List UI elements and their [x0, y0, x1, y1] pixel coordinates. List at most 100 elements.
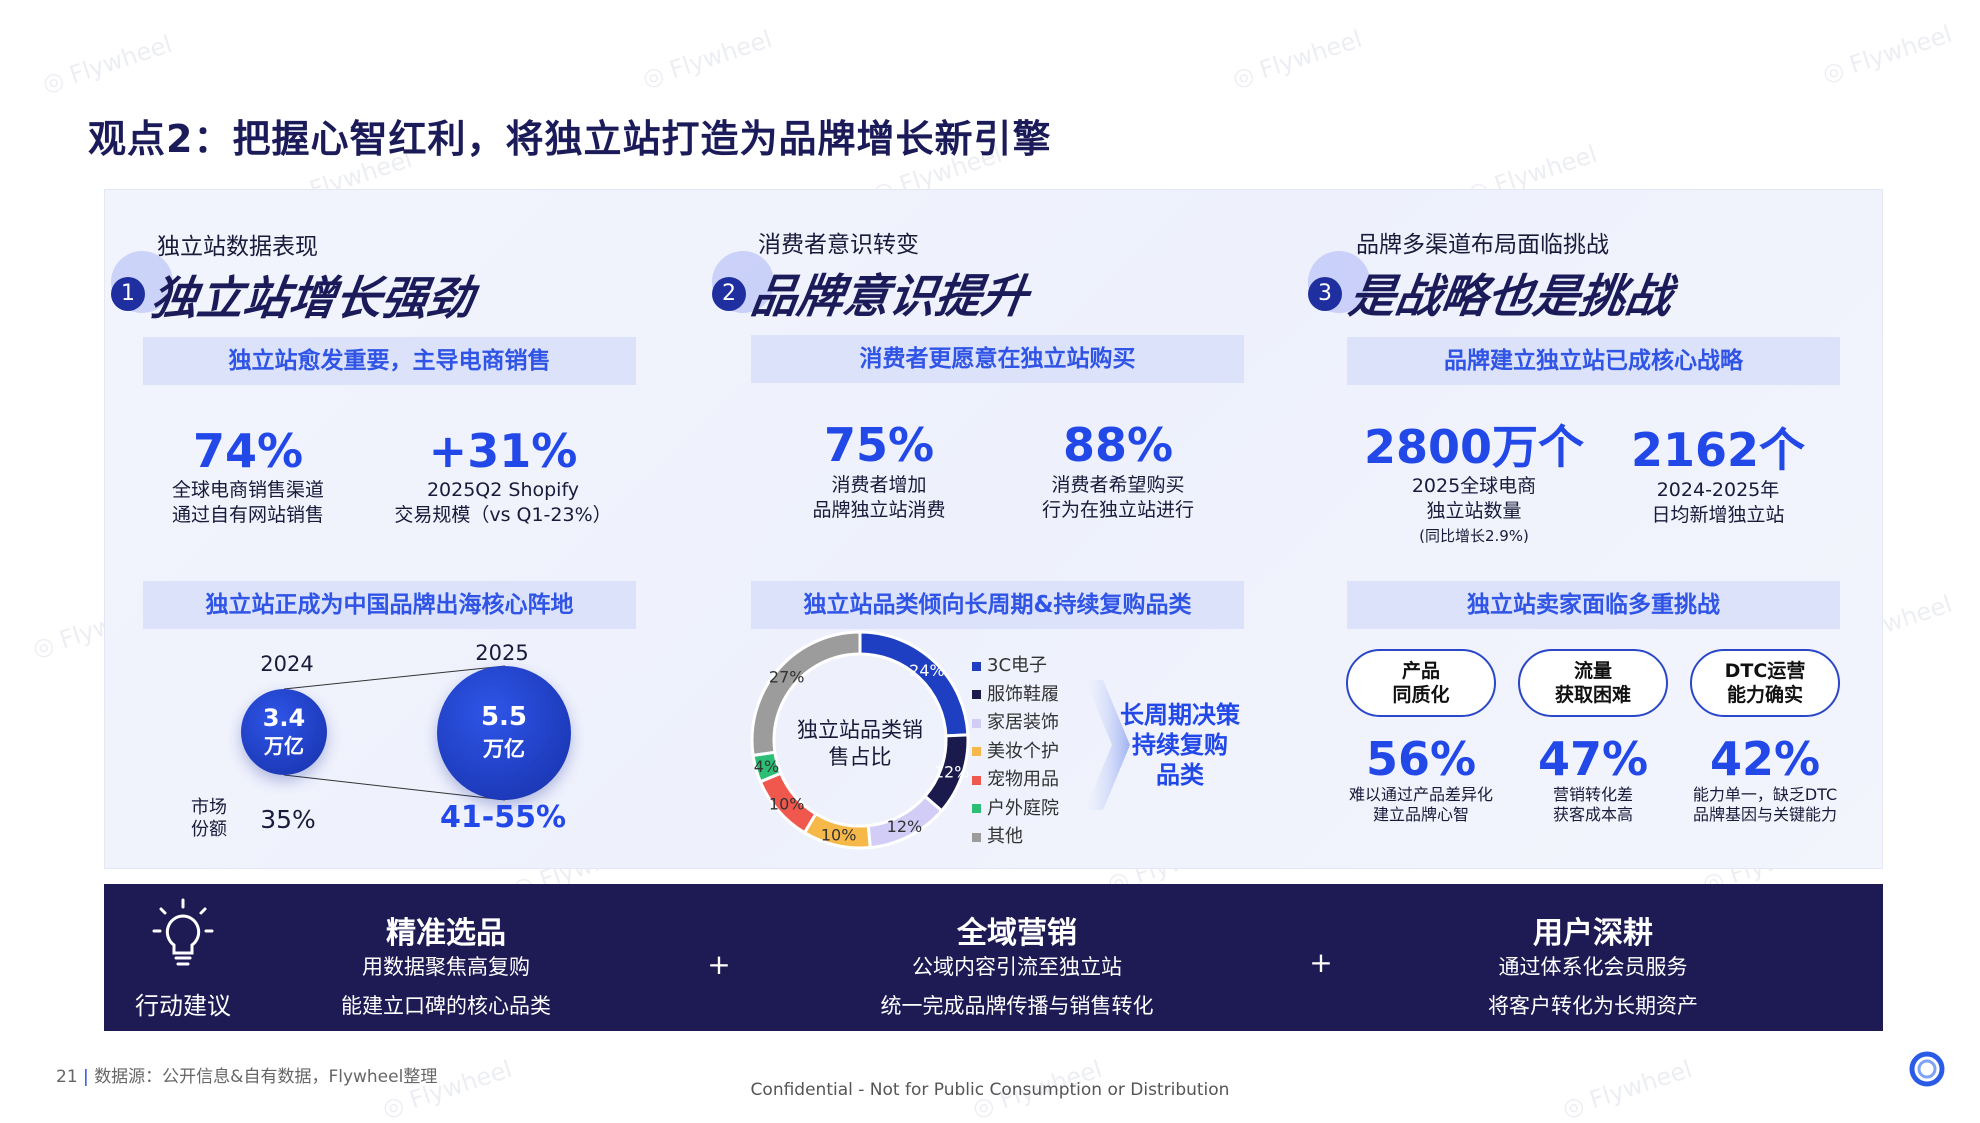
- stat-label: 消费者希望购买 行为在独立站进行: [1042, 473, 1194, 523]
- action-title: 全域营销: [957, 916, 1077, 951]
- challenge-value: 56%: [1365, 732, 1477, 786]
- share-2024: 35%: [260, 805, 316, 834]
- stat-value: 88%: [1062, 418, 1174, 472]
- legend-swatch: [972, 718, 981, 728]
- page-number: 21: [56, 1067, 78, 1087]
- action-line: 用数据聚焦高复购: [362, 955, 530, 979]
- challenge-title: 同质化: [1392, 684, 1450, 706]
- section-1-band-2: 独立站正成为中国品牌出海核心阵地: [143, 581, 636, 629]
- section-1-badge: 1: [111, 277, 145, 311]
- challenge-pill: 流量 获取困难: [1518, 649, 1668, 717]
- donut-data-label: 10%: [769, 795, 805, 814]
- legend-swatch: [972, 804, 981, 814]
- action-line: 将客户转化为长期资产: [1488, 994, 1698, 1018]
- section-3-band-2: 独立站卖家面临多重挑战: [1347, 581, 1840, 629]
- arrow-chevron-icon: [1085, 680, 1130, 810]
- donut-data-label: 12%: [887, 817, 923, 836]
- source-text: 数据源：公开信息&自有数据，Flywheel整理: [94, 1067, 438, 1087]
- stat-label: 2025全球电商 独立站数量 (同比增长2.9%): [1412, 474, 1536, 549]
- challenge-desc-line: 难以通过产品差异化: [1348, 785, 1494, 804]
- stat-label-line: 行为在独立站进行: [1041, 499, 1195, 521]
- page-title: 观点2：把握心智红利，将独立站打造为品牌增长新引擎: [88, 117, 1052, 161]
- challenge-pill: 产品 同质化: [1346, 649, 1496, 717]
- donut-data-label: 4%: [754, 757, 779, 776]
- section-3-badge: 3: [1308, 277, 1342, 311]
- stat-value: 75%: [823, 418, 935, 472]
- stat-label: 2024-2025年 日均新增独立站: [1651, 478, 1784, 528]
- stat-label-line: 通过自有网站销售: [171, 504, 325, 526]
- challenge-title: 能力确实: [1726, 684, 1803, 706]
- donut-data-label: 27%: [769, 667, 805, 686]
- stat-note: (同比增长2.9%): [1419, 527, 1529, 545]
- action-bar: [104, 884, 1883, 1031]
- flywheel-logo-icon: [1909, 1051, 1945, 1087]
- stat-label: 全球电商销售渠道 通过自有网站销售: [172, 478, 324, 528]
- stat-value: 2162个: [1630, 423, 1806, 477]
- content-panel: [104, 189, 1883, 869]
- callout-line: 品类: [1156, 761, 1204, 789]
- legend-item: 宠物用品: [972, 766, 1059, 795]
- legend-item: 3C电子: [972, 652, 1059, 681]
- category-callout: 长周期决策 持续复购 品类: [1120, 700, 1240, 790]
- market-2025-circle: 5.5 万亿: [437, 666, 571, 800]
- share-2025: 41-55%: [439, 800, 567, 835]
- donut-slice-6: [750, 630, 862, 758]
- footer-divider: |: [83, 1067, 89, 1087]
- stat-label-line: 品牌独立站消费: [812, 499, 946, 521]
- legend-swatch: [972, 832, 981, 842]
- year-2024: 2024: [260, 652, 314, 676]
- legend-label: 其他: [987, 826, 1023, 847]
- legend-swatch: [972, 747, 981, 757]
- plus-sign: +: [707, 948, 731, 981]
- market-value: 3.4: [262, 704, 306, 732]
- category-donut-chart: 24% 12% 12% 10% 10% 4% 27%: [750, 630, 970, 850]
- market-unit: 万亿: [264, 734, 304, 758]
- donut-data-label: 10%: [821, 826, 857, 845]
- stat-label-line: 2025全球电商: [1411, 475, 1537, 497]
- stat-label-line: 独立站数量: [1426, 500, 1522, 522]
- callout-line: 长周期决策: [1120, 701, 1240, 729]
- legend-item: 美妆个护: [972, 738, 1059, 767]
- challenge-desc: 能力单一，缺乏DTC 品牌基因与关键能力: [1693, 785, 1837, 825]
- donut-data-label: 24%: [909, 661, 945, 680]
- legend-swatch: [972, 661, 981, 671]
- section-2-band-1: 消费者更愿意在独立站购买: [751, 335, 1244, 383]
- market-unit: 万亿: [483, 737, 525, 761]
- challenge-pill: DTC运营 能力确实: [1690, 649, 1840, 717]
- stat-label: 2025Q2 Shopify 交易规模（vs Q1-23%）: [394, 478, 611, 528]
- stat-label-line: 消费者增加: [831, 474, 927, 496]
- challenge-title: 流量: [1573, 660, 1612, 682]
- section-2-badge: 2: [712, 277, 746, 311]
- donut-legend: 3C电子 服饰鞋履 家居装饰 美妆个护 宠物用品 户外庭院 其他: [972, 652, 1059, 852]
- stat-label: 消费者增加品牌独立站消费: [812, 473, 945, 523]
- callout-line: 持续复购: [1132, 731, 1228, 759]
- challenge-title: 产品: [1401, 660, 1440, 682]
- legend-label: 宠物用品: [987, 769, 1059, 790]
- legend-item: 服饰鞋履: [972, 681, 1059, 710]
- challenge-value: 42%: [1709, 732, 1821, 786]
- challenge-value: 47%: [1537, 732, 1649, 786]
- challenge-desc-line: 品牌基因与关键能力: [1692, 805, 1837, 824]
- action-title: 精准选品: [386, 916, 506, 951]
- stat-label-line: 2025Q2 Shopify: [426, 479, 580, 501]
- section-1-kicker: 独立站数据表现: [157, 234, 318, 260]
- stat-label-line: 2024-2025年: [1656, 479, 1780, 501]
- action-line: 能建立口碑的核心品类: [341, 994, 551, 1018]
- legend-label: 家居装饰: [987, 712, 1059, 733]
- market-value: 5.5: [480, 702, 528, 732]
- action-line: 公域内容引流至独立站: [912, 955, 1122, 979]
- section-3-band-1: 品牌建立独立站已成核心战略: [1347, 337, 1840, 385]
- market-share-label: 市场份额: [191, 797, 227, 840]
- section-3-kicker: 品牌多渠道布局面临挑战: [1356, 232, 1609, 258]
- challenge-desc-line: 能力单一，缺乏DTC: [1692, 785, 1838, 804]
- footer-source: 21 | 数据源：公开信息&自有数据，Flywheel整理: [56, 1062, 437, 1087]
- stat-value: +31%: [428, 424, 578, 478]
- challenge-desc: 难以通过产品差异化 建立品牌心智: [1349, 785, 1493, 825]
- lightbulb-icon: [152, 898, 214, 966]
- legend-label: 服饰鞋履: [987, 683, 1059, 705]
- stat-label-line: 日均新增独立站: [1651, 504, 1785, 526]
- action-label: 行动建议: [135, 992, 231, 1020]
- challenge-title: DTC运营: [1724, 660, 1806, 682]
- market-2024-circle: 3.4 万亿: [241, 689, 327, 775]
